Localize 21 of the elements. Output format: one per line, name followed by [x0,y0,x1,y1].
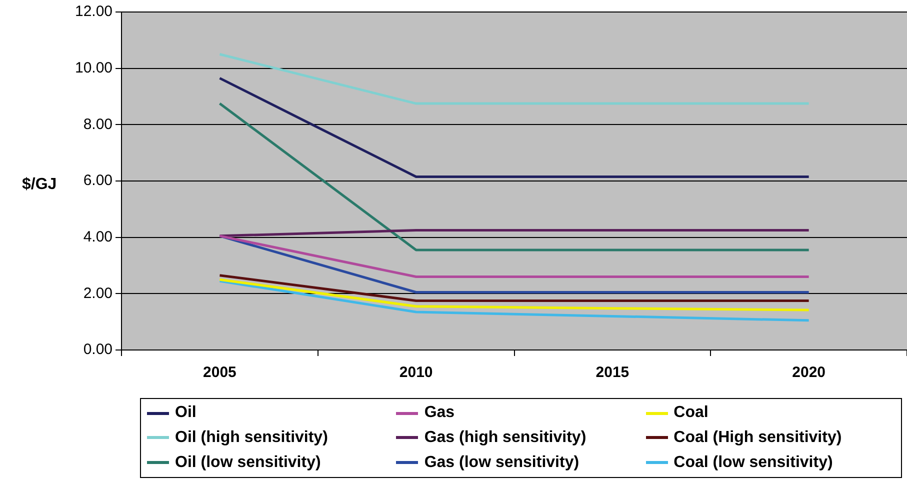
legend-label: Gas (low sensitivity) [424,454,580,472]
y-tick-label: 6.00 [83,172,113,190]
legend-label: Oil (high sensitivity) [175,428,328,447]
legend-label: Gas (high sensitivity) [424,428,586,447]
y-tick-label: 8.00 [83,116,113,133]
x-tick-label: 2015 [596,364,630,382]
y-axis-title: $/GJ [22,176,57,194]
legend-label: Oil (low sensitivity) [175,454,321,472]
legend-label: Oil [175,404,196,422]
y-tick-label: 12.00 [74,3,113,20]
legend-label: Coal (low sensitivity) [674,454,833,472]
x-tick-label: 2010 [399,364,433,382]
x-tick-label: 2020 [792,364,826,382]
legend-label: Coal (High sensitivity) [674,428,842,447]
y-tick-label: 0.00 [83,341,113,358]
y-tick-label: 4.00 [83,228,113,246]
y-tick-label: 2.00 [83,284,113,302]
legend-label: Gas [424,404,455,422]
x-tick-label: 2005 [203,364,236,382]
legend-label: Coal [674,404,708,422]
y-tick-label: 10.00 [74,59,113,76]
